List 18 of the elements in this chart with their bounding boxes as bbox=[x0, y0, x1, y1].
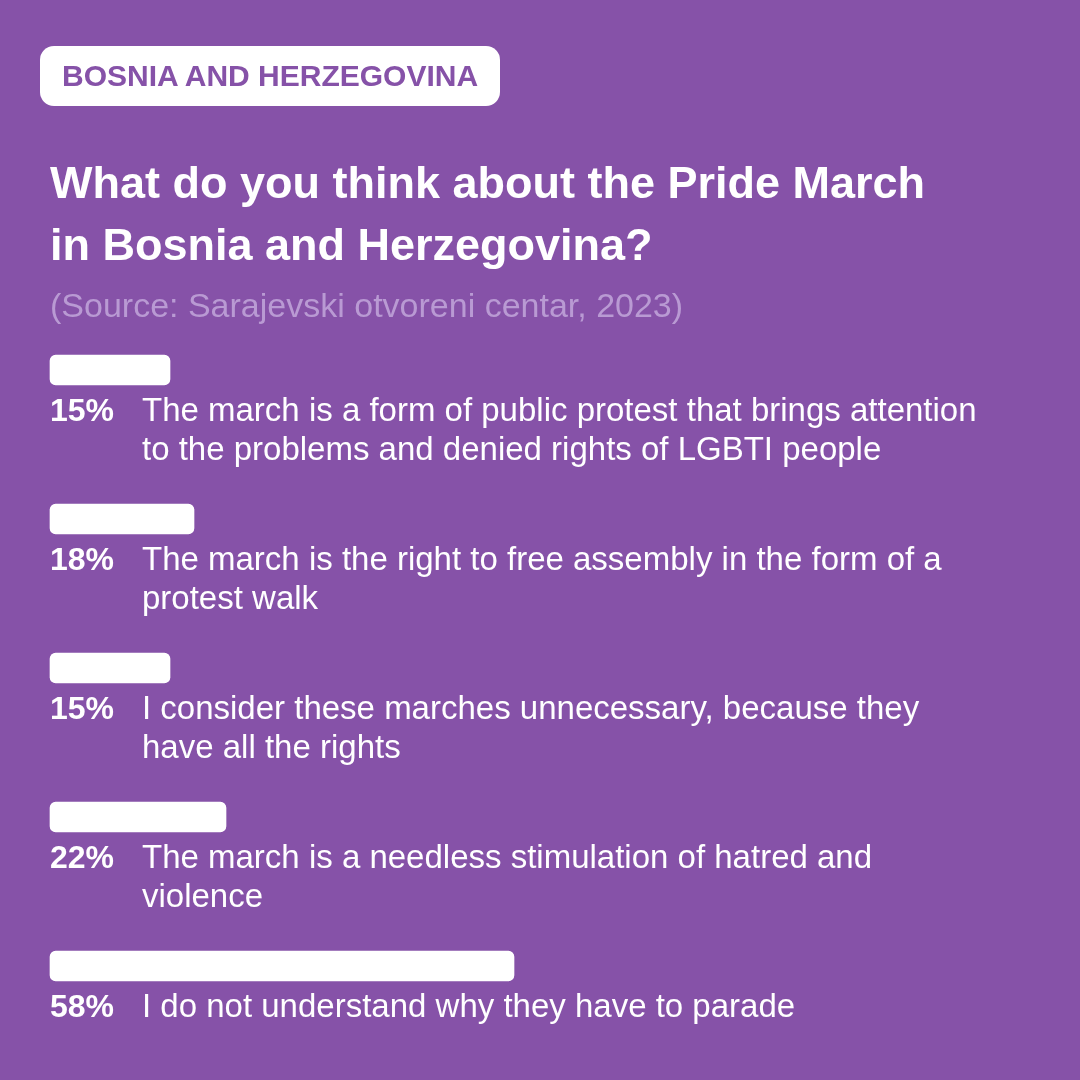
y-tick-label: I do not understand why they have to parade bbox=[142, 987, 796, 1024]
bar bbox=[49, 652, 171, 684]
bar bbox=[49, 950, 515, 982]
bar bbox=[49, 503, 195, 535]
bar bbox=[49, 354, 171, 386]
data-label: 15% bbox=[50, 690, 115, 726]
y-tick-label: The march is a form of public protest that brings attention to the problems and denied rights of LGBTI people bbox=[142, 391, 977, 467]
data-label: 58% bbox=[50, 988, 115, 1024]
data-label: 15% bbox=[50, 392, 115, 428]
data-label: 22% bbox=[50, 839, 115, 875]
chart-subtitle: BOSNIA AND HERZEGOVINA bbox=[40, 46, 501, 106]
y-tick-label: The march is the right to free assembly in the form of a protest walk bbox=[142, 540, 943, 616]
text: (Source: Sarajevski otvoreni centar, 2023) bbox=[50, 286, 684, 325]
chart-title: What do you think about the Pride March in Bosnia and Herzegovina? bbox=[50, 156, 927, 272]
y-tick-label: The march is a needless stimulation of hatred and violence bbox=[142, 838, 873, 914]
y-tick-label: I consider these marches unnecessary, because they have all the rights bbox=[142, 689, 920, 765]
bar bbox=[49, 801, 227, 833]
data-label: 18% bbox=[50, 541, 115, 577]
